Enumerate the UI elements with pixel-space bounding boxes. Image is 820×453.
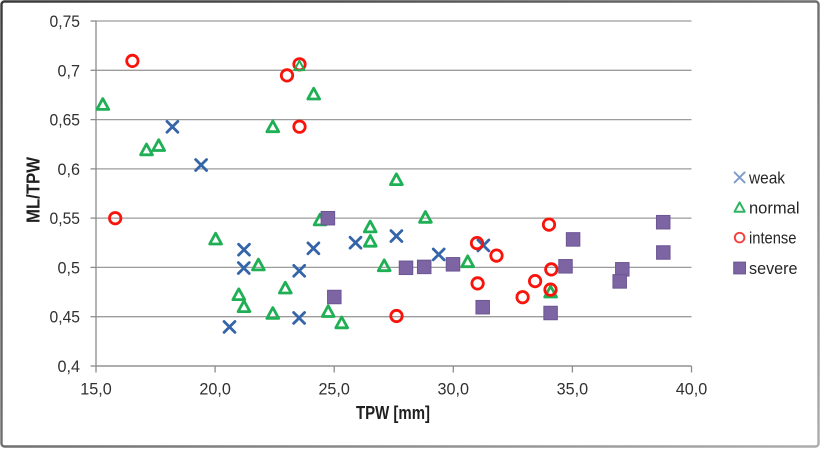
- svg-text:normal: normal: [749, 198, 800, 217]
- svg-text:weak: weak: [748, 168, 785, 187]
- svg-text:35,0: 35,0: [557, 380, 589, 399]
- svg-text:40,0: 40,0: [676, 380, 708, 399]
- svg-text:20,0: 20,0: [199, 380, 231, 399]
- svg-text:0,75: 0,75: [50, 12, 81, 31]
- svg-text:30,0: 30,0: [438, 380, 470, 399]
- svg-text:0,6: 0,6: [58, 160, 81, 179]
- svg-text:ML/TPW: ML/TPW: [24, 157, 44, 223]
- svg-text:0,45: 0,45: [50, 308, 81, 327]
- svg-text:TPW [mm]: TPW [mm]: [356, 403, 430, 423]
- svg-text:15,0: 15,0: [80, 380, 112, 399]
- svg-text:0,55: 0,55: [50, 209, 81, 228]
- svg-text:25,0: 25,0: [318, 380, 350, 399]
- svg-text:0,4: 0,4: [58, 357, 81, 376]
- svg-text:0,5: 0,5: [58, 258, 81, 277]
- svg-text:0,7: 0,7: [58, 61, 81, 80]
- svg-text:intense: intense: [749, 229, 797, 248]
- svg-text:severe: severe: [749, 259, 798, 278]
- svg-text:0,65: 0,65: [50, 111, 81, 130]
